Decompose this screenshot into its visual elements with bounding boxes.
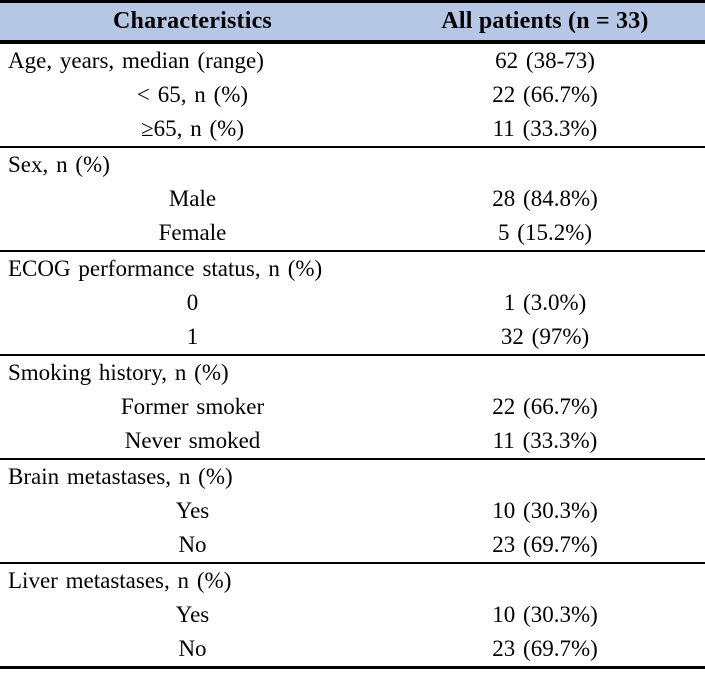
value-cell: 11 (33.3%) — [385, 424, 705, 460]
characteristic-cell: Yes — [175, 498, 210, 523]
table-row: < 65, n (%) 22 (66.7%) — [0, 78, 705, 112]
characteristic-cell: 0 — [186, 290, 199, 315]
table-row: Sex, n (%) — [0, 147, 705, 182]
header-row: Characteristics All patients (n = 33) — [0, 1, 705, 44]
column-header-characteristics: Characteristics — [0, 1, 385, 44]
characteristic-cell: Liver metastases, n (%) — [8, 568, 232, 593]
value-cell: 62 (38-73) — [495, 48, 595, 73]
value-cell — [385, 459, 705, 494]
characteristic-cell: < 65, n (%) — [136, 82, 249, 107]
table-row: ≥65, n (%) 11 (33.3%) — [0, 112, 705, 148]
characteristic-cell: Male — [168, 186, 217, 211]
table-row: Yes 10 (30.3%) — [0, 494, 705, 528]
characteristic-cell: Former smoker — [120, 394, 265, 419]
table-row: Yes 10 (30.3%) — [0, 598, 705, 632]
characteristic-cell: Female — [0, 216, 385, 252]
value-cell: 1 (3.0%) — [503, 290, 587, 315]
value-cell: 22 (66.7%) — [492, 82, 598, 107]
characteristic-cell: Smoking history, n (%) — [8, 360, 229, 385]
value-cell — [385, 563, 705, 598]
value-cell: 23 (69.7%) — [492, 636, 598, 661]
table-body: Age, years, median (range) 62 (38-73) < 65… — [0, 42, 705, 668]
characteristic-cell: 1 — [0, 320, 385, 356]
value-cell: 11 (33.3%) — [385, 112, 705, 148]
characteristic-cell: ECOG performance status, n (%) — [8, 256, 323, 281]
value-cell — [385, 355, 705, 390]
value-cell: 22 (66.7%) — [492, 394, 598, 419]
value-cell: 5 (15.2%) — [385, 216, 705, 252]
table-row: Female 5 (15.2%) — [0, 216, 705, 252]
characteristic-cell: Age, years, median (range) — [8, 48, 264, 73]
value-cell: 10 (30.3%) — [492, 602, 598, 627]
value-cell: 32 (97%) — [385, 320, 705, 356]
characteristic-cell: No — [178, 636, 207, 661]
value-cell — [385, 147, 705, 182]
characteristic-cell: Never smoked — [0, 424, 385, 460]
table-row: 1 32 (97%) — [0, 320, 705, 356]
table-row: 0 1 (3.0%) — [0, 286, 705, 320]
characteristic-cell: Yes — [175, 602, 210, 627]
patient-characteristics-table-wrap: Characteristics All patients (n = 33) Ag… — [0, 0, 705, 669]
table-row: Never smoked 11 (33.3%) — [0, 424, 705, 460]
table-row: Smoking history, n (%) — [0, 355, 705, 390]
table-row: Brain metastases, n (%) — [0, 459, 705, 494]
value-cell: 23 (69.7%) — [385, 528, 705, 564]
table-row: No 23 (69.7%) — [0, 528, 705, 564]
column-header-all-patients: All patients (n = 33) — [385, 1, 705, 44]
value-cell: 28 (84.8%) — [492, 186, 598, 211]
characteristic-cell: ≥65, n (%) — [0, 112, 385, 148]
characteristic-cell: Sex, n (%) — [8, 152, 110, 177]
table-row: Liver metastases, n (%) — [0, 563, 705, 598]
table-row: Male 28 (84.8%) — [0, 182, 705, 216]
patient-characteristics-table: Characteristics All patients (n = 33) Ag… — [0, 0, 705, 669]
table-row: Former smoker 22 (66.7%) — [0, 390, 705, 424]
table-row: Age, years, median (range) 62 (38-73) — [0, 42, 705, 78]
value-cell: 10 (30.3%) — [492, 498, 598, 523]
value-cell — [385, 251, 705, 286]
table-header: Characteristics All patients (n = 33) — [0, 1, 705, 44]
table-row: No 23 (69.7%) — [0, 632, 705, 668]
characteristic-cell: No — [0, 528, 385, 564]
characteristic-cell: Brain metastases, n (%) — [8, 464, 233, 489]
table-row: ECOG performance status, n (%) — [0, 251, 705, 286]
